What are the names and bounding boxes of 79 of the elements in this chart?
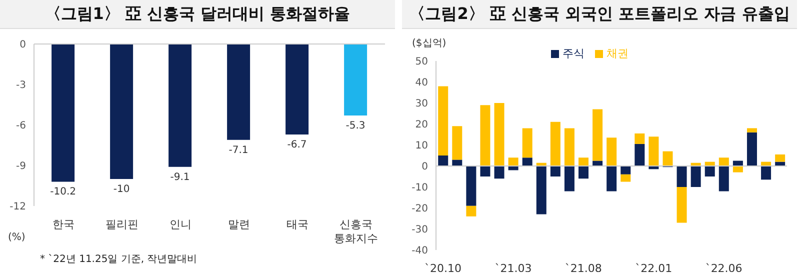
bar: [732, 166, 743, 172]
y-tick-label: 50: [415, 56, 428, 68]
x-tick-label: 필리핀: [105, 218, 138, 231]
bar: [522, 128, 532, 158]
bar: [578, 158, 589, 166]
legend-label: 채권: [606, 47, 628, 60]
bar: [718, 166, 729, 192]
bar: [536, 166, 546, 214]
bar: [634, 144, 645, 166]
y-tick-label: 40: [415, 78, 428, 89]
y-tick-label: -40: [412, 246, 428, 257]
x-tick-label: `21.08: [564, 262, 602, 275]
y-tick-label: 10: [415, 140, 428, 152]
bar: [606, 138, 617, 166]
y-axis-title: (%): [8, 232, 26, 243]
y-tick-label: -12: [10, 202, 26, 213]
legend-label: 주식: [562, 47, 584, 60]
x-tick-label: 태국: [286, 218, 308, 231]
bar: [480, 105, 490, 166]
data-label: -9.1: [170, 172, 190, 183]
bar: [438, 156, 448, 166]
bar: [606, 166, 617, 192]
y-tick-label: -6: [16, 120, 26, 132]
bar: [452, 126, 462, 160]
y-tick-label: 20: [415, 120, 428, 131]
y-axis-title: ($십억): [412, 37, 446, 50]
bar: [704, 166, 715, 176]
x-tick-label: `22.01: [635, 262, 672, 275]
data-label: -6.7: [287, 139, 307, 150]
y-tick-label: -10: [412, 182, 428, 194]
bar: [676, 166, 687, 187]
y-tick-label: 0: [20, 40, 26, 51]
data-label: -5.3: [346, 120, 366, 132]
bar: [775, 154, 786, 162]
bar: [550, 122, 560, 166]
y-tick-label: -20: [412, 204, 428, 215]
x-tick-label: 신흥국 통화지수: [334, 218, 378, 245]
y-tick-label: 30: [415, 98, 428, 110]
bar: [761, 166, 772, 180]
x-tick-label: 인니: [169, 218, 192, 231]
bar: [746, 132, 757, 166]
x-tick-label: `22.06: [705, 262, 742, 275]
x-tick-label: 한국: [52, 218, 74, 231]
bar: [564, 166, 574, 192]
bar: [550, 166, 560, 176]
text: * `22년 11.25일 기준, 작년말대비: [40, 253, 198, 266]
y-tick-label: 0: [422, 162, 428, 173]
chart-title: 〈그림2〉 亞 신흥국 외국인 포트폴리오 자금 유출입: [402, 0, 797, 29]
bar: [746, 128, 757, 132]
data-label: -7.1: [228, 144, 248, 156]
bar: [578, 166, 589, 179]
y-tick-label: -3: [16, 80, 26, 92]
bar: [522, 158, 532, 166]
bar: [634, 133, 645, 144]
bar: [466, 206, 476, 216]
bar: [690, 166, 701, 187]
data-label: -10: [113, 184, 130, 195]
bar: [564, 128, 574, 166]
y-tick-label: -30: [412, 224, 428, 236]
bar: [466, 166, 476, 206]
bar: [648, 136, 659, 166]
bar: [676, 187, 687, 223]
x-tick-label: 말련: [228, 218, 250, 231]
bar: [480, 166, 490, 176]
bar: [494, 103, 504, 166]
bar: [620, 174, 631, 182]
chart-title: 〈그림1〉 亞 신흥국 달러대비 통화절하율: [0, 0, 395, 29]
bar: [508, 158, 518, 166]
x-tick-label: `21.03: [494, 262, 532, 275]
bar: [452, 160, 462, 166]
data-label: -10.2: [50, 186, 76, 198]
bar: [438, 86, 448, 156]
y-tick-label: -9: [16, 161, 26, 172]
bar: [592, 109, 603, 161]
bar: [494, 166, 504, 179]
bar: [718, 158, 729, 166]
bar: [662, 151, 673, 166]
bar: [620, 166, 631, 174]
x-tick-label: `20.10: [424, 262, 462, 275]
